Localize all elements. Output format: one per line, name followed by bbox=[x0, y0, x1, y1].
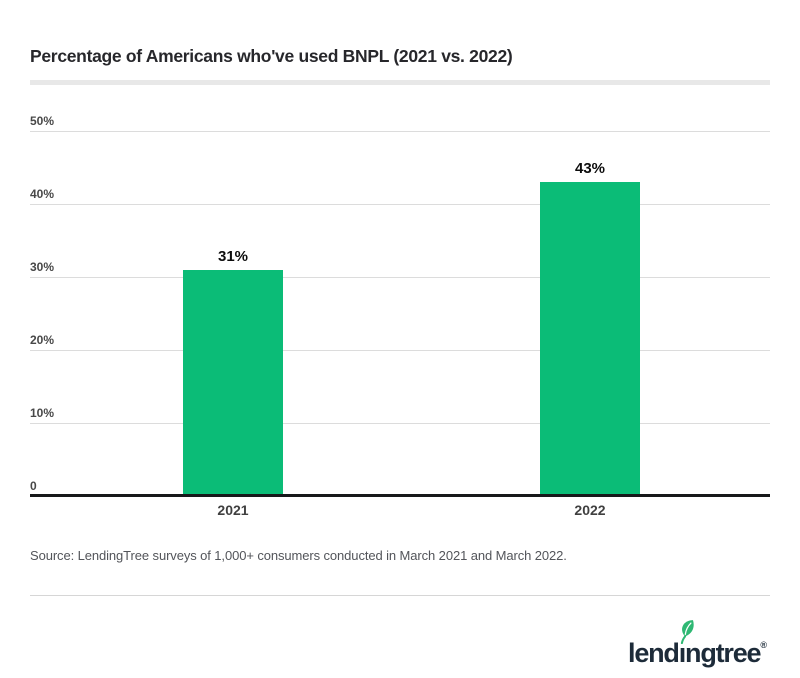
logo-letter-i: ı bbox=[678, 620, 694, 668]
x-axis-line bbox=[30, 494, 770, 497]
gridline-40% bbox=[30, 204, 770, 205]
registered-mark: ® bbox=[760, 640, 767, 650]
x-axis-label-2022: 2022 bbox=[574, 502, 606, 518]
footer-divider bbox=[30, 595, 770, 596]
chart-title: Percentage of Americans who've used BNPL… bbox=[30, 46, 513, 66]
gridline-30% bbox=[30, 277, 770, 278]
y-tick-label-30%: 30% bbox=[30, 260, 55, 274]
gridline-50% bbox=[30, 131, 770, 132]
y-tick-label-50%: 50% bbox=[30, 114, 55, 128]
gridline-10% bbox=[30, 423, 770, 424]
logo-text-lend: lend bbox=[628, 638, 680, 668]
bar-value-label-2021: 31% bbox=[217, 248, 249, 265]
lendingtree-logo: lend ıngtree® bbox=[628, 620, 767, 668]
y-tick-label-20%: 20% bbox=[30, 333, 55, 347]
bar-value-label-2022: 43% bbox=[574, 160, 606, 177]
title-divider bbox=[30, 80, 770, 85]
bar-chart: 50% 40% 30% 20% 10% 0 31% 2021 43% 2022 bbox=[30, 110, 770, 522]
y-tick-label-10%: 10% bbox=[30, 406, 55, 420]
bar-2021 bbox=[183, 270, 283, 496]
source-note: Source: LendingTree surveys of 1,000+ co… bbox=[30, 548, 567, 563]
gridline-20% bbox=[30, 350, 770, 351]
y-tick-label-40%: 40% bbox=[30, 187, 55, 201]
y-tick-label-0: 0 bbox=[30, 479, 37, 493]
bar-2022 bbox=[540, 182, 640, 496]
logo-dotless-i: ı bbox=[678, 638, 687, 668]
x-axis-label-2021: 2021 bbox=[217, 502, 249, 518]
logo-text-ngtree: ngtree bbox=[685, 638, 762, 668]
leaf-icon bbox=[673, 619, 696, 650]
